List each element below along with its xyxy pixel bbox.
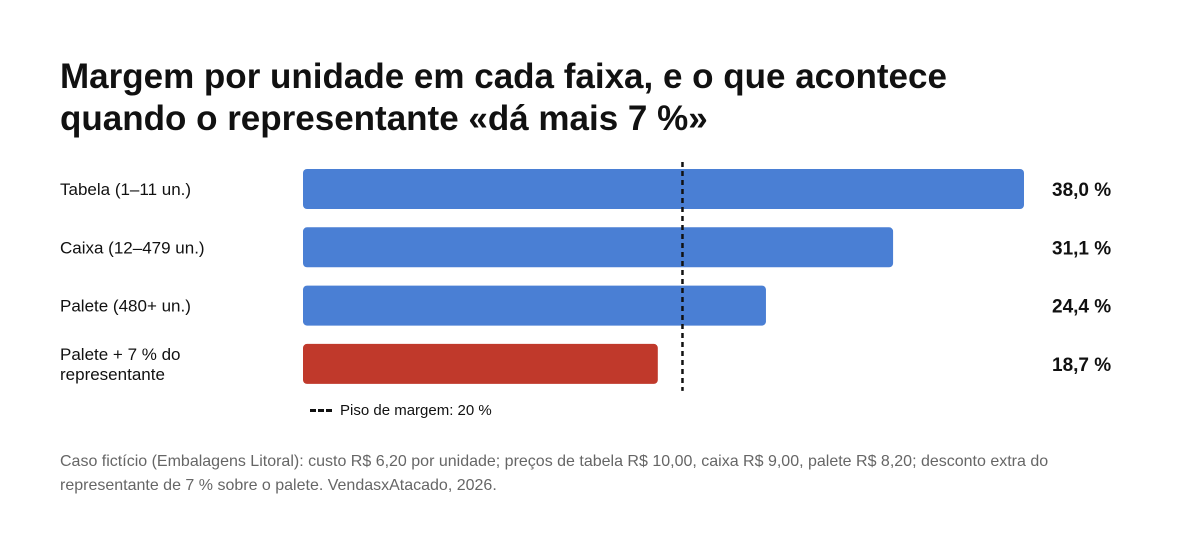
category-label-1: Caixa (12–479 un.) [60, 238, 205, 257]
category-label-2: Palete (480+ un.) [60, 297, 191, 316]
category-label-3: Palete + 7 % do representante [60, 345, 181, 384]
bar-0 [303, 169, 1024, 209]
bar-1 [303, 227, 894, 268]
chart-title-line-2: quando o representante «dá mais 7 %» [60, 99, 708, 138]
value-label-2: 24,4 % [1052, 297, 1111, 318]
bar-chart: Tabela (1–11 un.) 38,0 % Caixa (12–479 un.… [60, 162, 1111, 391]
category-label-0: Tabela (1–11 un.) [60, 180, 191, 199]
chart-title: Margem por unidade em cada faixa, e o qu… [60, 56, 1140, 140]
dashed-line-swatch [310, 409, 332, 412]
value-label-3: 18,7 % [1052, 355, 1111, 376]
chart-legend: Piso de margem: 20 % [310, 402, 492, 419]
value-label-1: 31,1 % [1052, 238, 1111, 259]
source-note: Caso fictício (Embalagens Litoral): cust… [60, 453, 1049, 494]
legend-label: Piso de margem: 20 % [340, 402, 492, 419]
bar-3 [303, 343, 658, 384]
chart-title-line-1: Margem por unidade em cada faixa, e o qu… [60, 57, 947, 96]
value-label-0: 38,0 % [1052, 180, 1111, 201]
bar-2 [303, 285, 766, 326]
